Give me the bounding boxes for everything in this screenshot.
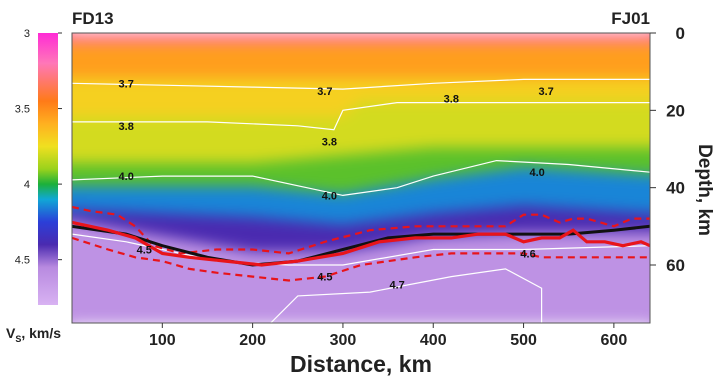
station-left-label: FD13	[72, 9, 114, 28]
contour-line	[72, 159, 650, 197]
x-tick-label: 600	[601, 332, 628, 349]
y-tick-label: 0	[676, 24, 685, 43]
moho-black-line	[72, 224, 650, 267]
colorbar-tick-label: 3	[24, 28, 30, 40]
colorbar-label: VS, km/s	[6, 325, 61, 344]
contour-label: 4.6	[520, 248, 535, 260]
velocity-layer	[72, 77, 650, 120]
colorbar-gradient	[38, 33, 58, 305]
station-right-label: FJ01	[611, 9, 650, 28]
y-tick-label: 40	[666, 179, 685, 198]
contour-label: 4.5	[137, 245, 152, 257]
contour-line	[72, 78, 650, 90]
moho-boundaries	[72, 205, 650, 282]
x-tick-label: 100	[149, 332, 176, 349]
contour-label: 4.0	[529, 167, 544, 179]
contour-label: 4.7	[389, 279, 404, 291]
moho-uncertainty-dashed-line	[72, 205, 650, 255]
contour-labels: 3.7 3.7 3.8 3.7 3.8 3.8 4.0 4.0 4.0 4.5 4.5 4.7 4.6	[119, 78, 554, 291]
colorbar-tick-label: 3.5	[15, 104, 30, 116]
contour-line	[72, 102, 650, 131]
colorbar: 3 3.5 4 4.5 VS, km/s	[6, 28, 62, 344]
contour-line	[72, 233, 650, 266]
plot-frame	[71, 32, 651, 324]
x-tick-label: 200	[239, 332, 266, 349]
contour-label: 4.5	[317, 272, 332, 284]
y-tick-label: 20	[666, 101, 685, 120]
contour-label: 3.8	[119, 121, 134, 133]
y-axis-label: Depth, km	[694, 144, 715, 236]
contour-label: 4.0	[322, 190, 337, 202]
x-tick-label: 500	[510, 332, 537, 349]
velocity-layer	[72, 33, 650, 47]
x-tick-label: 400	[420, 332, 447, 349]
moho-red-line	[72, 220, 650, 267]
velocity-layer	[72, 43, 650, 81]
contour-label: 4.0	[119, 171, 134, 183]
x-axis: 100 200 300 400 500 600	[149, 323, 627, 349]
contour-line	[270, 268, 543, 323]
colorbar-tick-label: 4	[24, 179, 30, 191]
contour-label: 3.8	[444, 94, 459, 106]
x-axis-label: Distance, km	[290, 351, 432, 377]
contour-label: 3.8	[322, 136, 337, 148]
contour-label: 3.7	[538, 86, 553, 98]
x-tick-label: 300	[330, 332, 357, 349]
velocity-layer	[72, 220, 650, 323]
moho-uncertainty-dashed-line	[72, 236, 650, 282]
y-tick-label: 60	[666, 256, 685, 275]
plot-area: 3.7 3.7 3.8 3.7 3.8 3.8 4.0 4.0 4.0 4.5 4.5 4.7 4.6	[72, 33, 650, 323]
contour-label: 3.7	[317, 86, 332, 98]
contour-label: 3.7	[119, 78, 134, 90]
velocity-contours	[72, 78, 650, 323]
colorbar-ticks: 3 3.5 4 4.5	[15, 28, 62, 267]
y-axis: 0 20 40 60	[650, 24, 685, 275]
colorbar-tick-label: 4.5	[15, 255, 30, 267]
velocity-field	[72, 33, 650, 323]
